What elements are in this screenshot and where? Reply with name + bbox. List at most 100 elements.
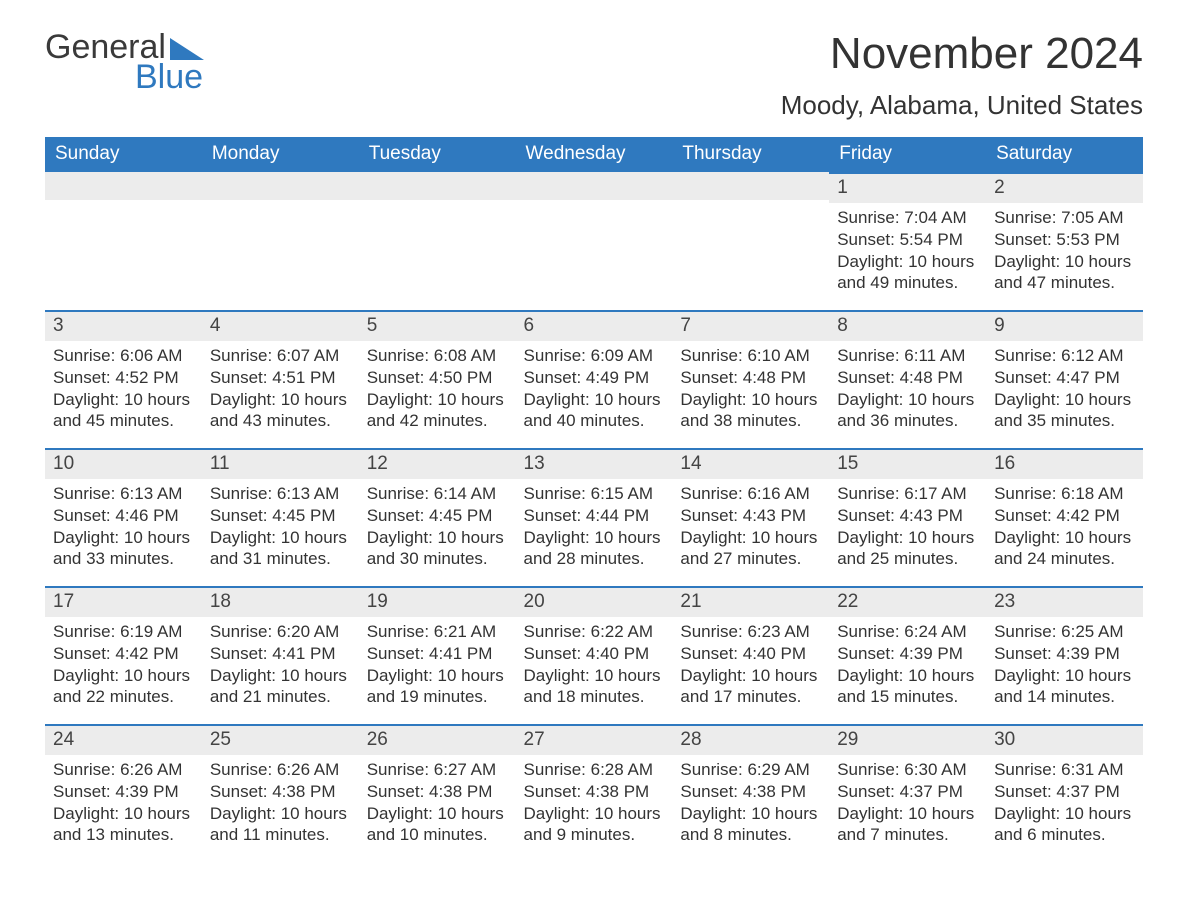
day-number: 11 <box>202 448 359 479</box>
weekday-saturday: Saturday <box>986 137 1143 172</box>
day-number: 24 <box>45 724 202 755</box>
sunrise-text: Sunrise: 6:23 AM <box>680 621 821 643</box>
sunset-text: Sunset: 4:37 PM <box>994 781 1135 803</box>
sunset-text: Sunset: 5:53 PM <box>994 229 1135 251</box>
calendar-cell: 20Sunrise: 6:22 AMSunset: 4:40 PMDayligh… <box>516 586 673 724</box>
calendar-cell: 26Sunrise: 6:27 AMSunset: 4:38 PMDayligh… <box>359 724 516 862</box>
daylight-line2: and 10 minutes. <box>367 824 508 846</box>
daylight-line1: Daylight: 10 hours <box>837 665 978 687</box>
daylight-line1: Daylight: 10 hours <box>524 389 665 411</box>
calendar-cell: 4Sunrise: 6:07 AMSunset: 4:51 PMDaylight… <box>202 310 359 448</box>
daylight-line2: and 42 minutes. <box>367 410 508 432</box>
day-details: Sunrise: 6:30 AMSunset: 4:37 PMDaylight:… <box>829 755 986 846</box>
weekday-sunday: Sunday <box>45 137 202 172</box>
daylight-line1: Daylight: 10 hours <box>210 527 351 549</box>
calendar-cell: 11Sunrise: 6:13 AMSunset: 4:45 PMDayligh… <box>202 448 359 586</box>
calendar-cell: 28 Sunrise: 6:29 AMSunset: 4:38 PMDayligh… <box>672 724 829 862</box>
day-number: 17 <box>45 586 202 617</box>
day-details: Sunrise: 6:21 AMSunset: 4:41 PMDaylight:… <box>359 617 516 708</box>
calendar-cell: 17Sunrise: 6:19 AMSunset: 4:42 PMDayligh… <box>45 586 202 724</box>
calendar-cell: 25Sunrise: 6:26 AMSunset: 4:38 PMDayligh… <box>202 724 359 862</box>
day-number: 18 <box>202 586 359 617</box>
day-number-blank <box>672 172 829 200</box>
calendar-cell: 2Sunrise: 7:05 AMSunset: 5:53 PMDaylight… <box>986 172 1143 310</box>
daylight-line2: and 28 minutes. <box>524 548 665 570</box>
daylight-line1: Daylight: 10 hours <box>680 803 821 825</box>
day-number: 16 <box>986 448 1143 479</box>
day-details: Sunrise: 7:05 AMSunset: 5:53 PMDaylight:… <box>986 203 1143 294</box>
daylight-line1: Daylight: 10 hours <box>524 803 665 825</box>
weekday-tuesday: Tuesday <box>359 137 516 172</box>
daylight-line1: Daylight: 10 hours <box>53 527 194 549</box>
daylight-line1: Daylight: 10 hours <box>994 803 1135 825</box>
sunrise-text: Sunrise: 6:29 AM <box>680 759 821 781</box>
daylight-line1: Daylight: 10 hours <box>524 665 665 687</box>
calendar-cell: 27Sunrise: 6:28 AMSunset: 4:38 PMDayligh… <box>516 724 673 862</box>
day-number: 29 <box>829 724 986 755</box>
daylight-line2: and 43 minutes. <box>210 410 351 432</box>
sunset-text: Sunset: 4:40 PM <box>524 643 665 665</box>
day-details: Sunrise: 6:13 AMSunset: 4:45 PMDaylight:… <box>202 479 359 570</box>
sunset-text: Sunset: 4:51 PM <box>210 367 351 389</box>
day-details: Sunrise: 6:07 AMSunset: 4:51 PMDaylight:… <box>202 341 359 432</box>
sunrise-text: Sunrise: 6:21 AM <box>367 621 508 643</box>
daylight-line2: and 19 minutes. <box>367 686 508 708</box>
daylight-line1: Daylight: 10 hours <box>53 803 194 825</box>
daylight-line2: and 47 minutes. <box>994 272 1135 294</box>
day-details: Sunrise: 6:26 AMSunset: 4:39 PMDaylight:… <box>45 755 202 846</box>
day-details: Sunrise: 6:09 AMSunset: 4:49 PMDaylight:… <box>516 341 673 432</box>
day-details: Sunrise: 6:19 AMSunset: 4:42 PMDaylight:… <box>45 617 202 708</box>
day-number: 21 <box>672 586 829 617</box>
day-number: 30 <box>986 724 1143 755</box>
calendar-cell: 14Sunrise: 6:16 AMSunset: 4:43 PMDayligh… <box>672 448 829 586</box>
day-number: 22 <box>829 586 986 617</box>
daylight-line1: Daylight: 10 hours <box>210 389 351 411</box>
sunset-text: Sunset: 4:38 PM <box>680 781 821 803</box>
calendar-cell: 10Sunrise: 6:13 AMSunset: 4:46 PMDayligh… <box>45 448 202 586</box>
sunrise-text: Sunrise: 6:12 AM <box>994 345 1135 367</box>
sunrise-text: Sunrise: 6:25 AM <box>994 621 1135 643</box>
day-details: Sunrise: 6:24 AMSunset: 4:39 PMDaylight:… <box>829 617 986 708</box>
daylight-line2: and 13 minutes. <box>53 824 194 846</box>
daylight-line1: Daylight: 10 hours <box>53 665 194 687</box>
daylight-line2: and 15 minutes. <box>837 686 978 708</box>
calendar-cell: 8Sunrise: 6:11 AMSunset: 4:48 PMDaylight… <box>829 310 986 448</box>
day-number: 28 <box>672 724 829 755</box>
calendar-cell: 7Sunrise: 6:10 AMSunset: 4:48 PMDaylight… <box>672 310 829 448</box>
day-number: 23 <box>986 586 1143 617</box>
day-number: 12 <box>359 448 516 479</box>
daylight-line1: Daylight: 10 hours <box>994 665 1135 687</box>
calendar-cell: 21Sunrise: 6:23 AMSunset: 4:40 PMDayligh… <box>672 586 829 724</box>
sunset-text: Sunset: 5:54 PM <box>837 229 978 251</box>
sunset-text: Sunset: 4:38 PM <box>367 781 508 803</box>
daylight-line1: Daylight: 10 hours <box>994 389 1135 411</box>
daylight-line2: and 33 minutes. <box>53 548 194 570</box>
sunrise-text: Sunrise: 6:28 AM <box>524 759 665 781</box>
sunrise-text: Sunrise: 6:26 AM <box>210 759 351 781</box>
calendar-cell: 15Sunrise: 6:17 AMSunset: 4:43 PMDayligh… <box>829 448 986 586</box>
sunrise-text: Sunrise: 6:24 AM <box>837 621 978 643</box>
logo-line1: General <box>45 30 204 64</box>
daylight-line2: and 40 minutes. <box>524 410 665 432</box>
sunset-text: Sunset: 4:38 PM <box>210 781 351 803</box>
calendar-week-row: 24Sunrise: 6:26 AMSunset: 4:39 PMDayligh… <box>45 724 1143 862</box>
sunrise-text: Sunrise: 6:11 AM <box>837 345 978 367</box>
calendar-week-row: 10Sunrise: 6:13 AMSunset: 4:46 PMDayligh… <box>45 448 1143 586</box>
day-number: 1 <box>829 172 986 203</box>
sunrise-text: Sunrise: 6:31 AM <box>994 759 1135 781</box>
month-title: November 2024 <box>781 30 1143 78</box>
calendar-cell: 16Sunrise: 6:18 AMSunset: 4:42 PMDayligh… <box>986 448 1143 586</box>
sunrise-text: Sunrise: 6:07 AM <box>210 345 351 367</box>
sunset-text: Sunset: 4:43 PM <box>680 505 821 527</box>
sunset-text: Sunset: 4:39 PM <box>994 643 1135 665</box>
daylight-line1: Daylight: 10 hours <box>524 527 665 549</box>
sunset-text: Sunset: 4:45 PM <box>367 505 508 527</box>
daylight-line1: Daylight: 10 hours <box>837 389 978 411</box>
day-number: 9 <box>986 310 1143 341</box>
day-number: 4 <box>202 310 359 341</box>
daylight-line1: Daylight: 10 hours <box>210 803 351 825</box>
day-details: Sunrise: 6:22 AMSunset: 4:40 PMDaylight:… <box>516 617 673 708</box>
sunrise-text: Sunrise: 6:18 AM <box>994 483 1135 505</box>
day-details: Sunrise: 6:11 AMSunset: 4:48 PMDaylight:… <box>829 341 986 432</box>
calendar-week-row: 1Sunrise: 7:04 AMSunset: 5:54 PMDaylight… <box>45 172 1143 310</box>
